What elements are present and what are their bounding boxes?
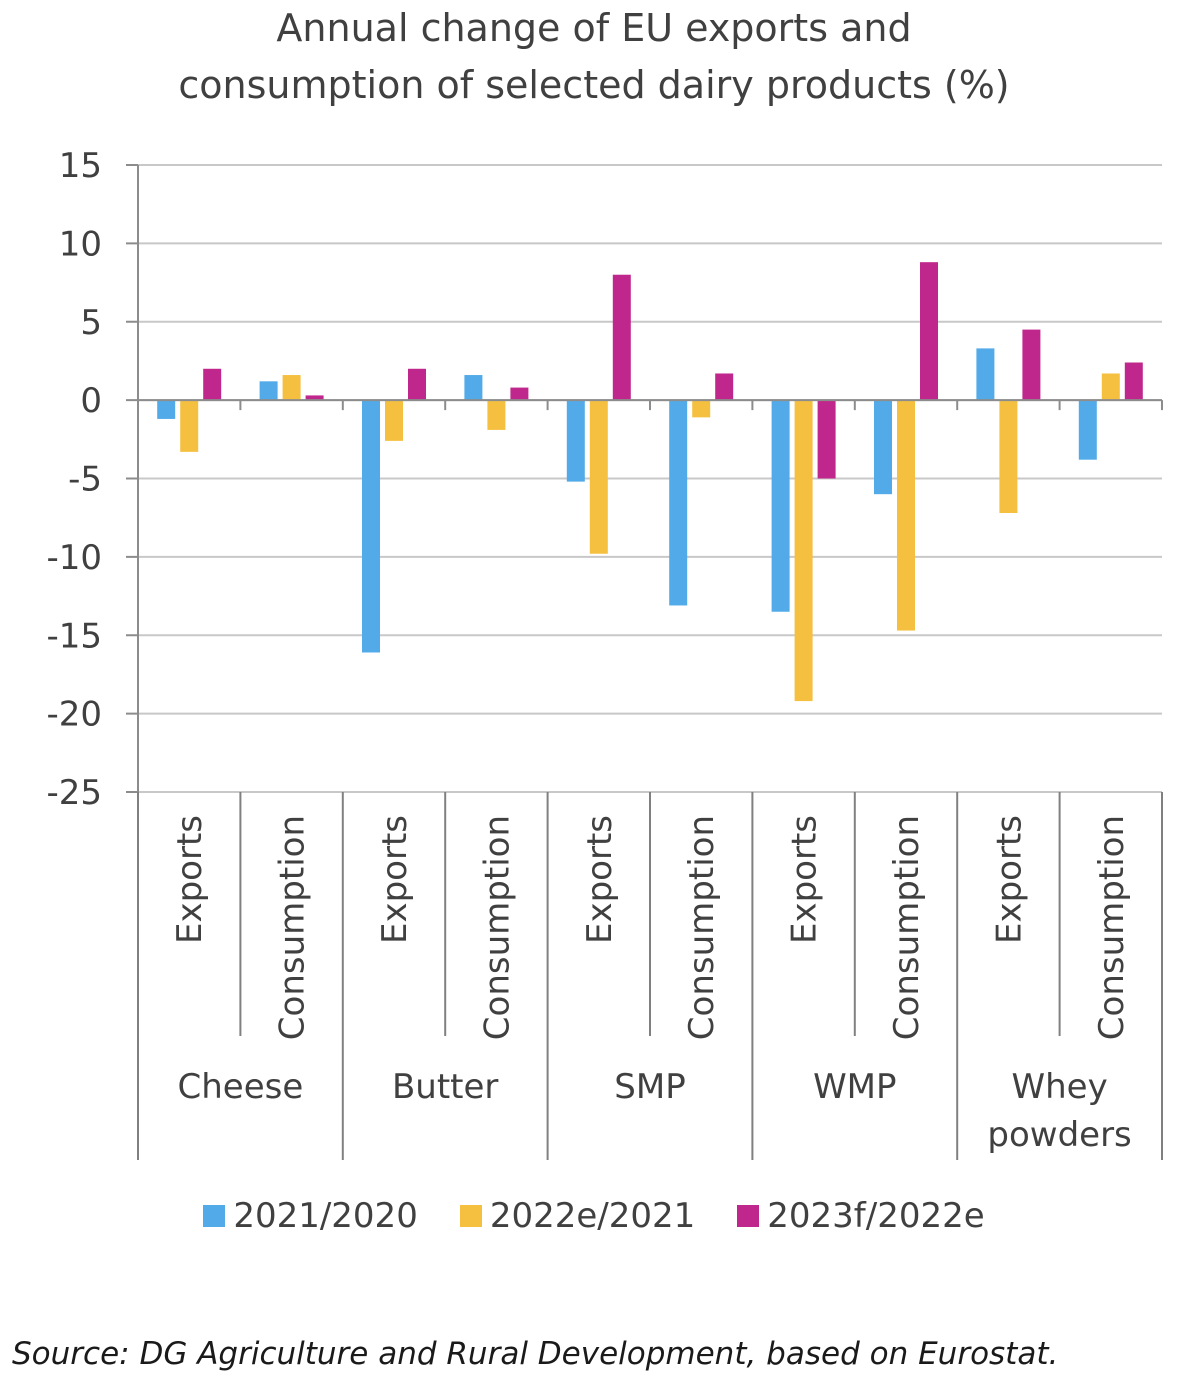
category-label: Exports — [785, 815, 825, 944]
legend-swatch — [737, 1205, 760, 1227]
legend-label: 2022e/2021 — [489, 1196, 696, 1236]
bar-2022e-2021 — [487, 400, 506, 430]
category-label: Exports — [580, 815, 620, 944]
y-tick-label: 10 — [59, 224, 102, 264]
legend-item: 2022e/2021 — [459, 1196, 696, 1236]
bar-2021-2020 — [259, 381, 278, 401]
bar-2022e-2021 — [1101, 373, 1120, 401]
y-tick-label: -5 — [68, 460, 102, 500]
chart-title-line-1: Annual change of EU exports and — [276, 6, 912, 50]
bar-2021-2020 — [1078, 400, 1097, 460]
group-label: SMP — [614, 1067, 685, 1107]
group-label: powders — [987, 1115, 1131, 1155]
bar-2023f-2022e — [612, 274, 631, 401]
legend-item: 2021/2020 — [203, 1196, 418, 1236]
legend-item: 2023f/2022e — [737, 1196, 985, 1236]
bar-2021-2020 — [566, 400, 585, 482]
group-label: Butter — [392, 1067, 498, 1107]
bar-2022e-2021 — [180, 400, 199, 452]
bar-2022e-2021 — [897, 400, 915, 631]
chart-title-line-2: consumption of selected dairy products (… — [178, 63, 1010, 107]
legend-label: 2023f/2022e — [767, 1196, 985, 1236]
category-label: Exports — [170, 815, 210, 944]
bar-2021-2020 — [669, 400, 688, 606]
bar-2023f-2022e — [510, 387, 529, 401]
y-tick-label: -10 — [46, 538, 102, 578]
legend-swatch — [459, 1205, 482, 1227]
bar-2021-2020 — [771, 400, 790, 612]
bar-2023f-2022e — [203, 368, 222, 401]
category-label: Consumption — [887, 815, 927, 1040]
bar-2023f-2022e — [1124, 362, 1143, 401]
bar-2023f-2022e — [305, 395, 324, 401]
y-tick-label: 5 — [80, 303, 102, 343]
category-label: Consumption — [477, 815, 517, 1040]
group-label: WMP — [813, 1067, 896, 1107]
bar-2022e-2021 — [794, 400, 813, 702]
bar-2021-2020 — [362, 400, 380, 653]
category-label: Consumption — [1092, 815, 1132, 1040]
bar-2021-2020 — [976, 348, 995, 401]
y-tick-label: 0 — [80, 381, 102, 421]
bar-2022e-2021 — [589, 400, 608, 554]
y-tick-label: 15 — [59, 146, 102, 186]
y-tick-label: -20 — [46, 695, 102, 735]
group-label: Cheese — [178, 1067, 304, 1107]
bar-2023f-2022e — [920, 262, 938, 401]
chart-title: Annual change of EU exports and consumpt… — [0, 0, 1188, 114]
y-tick-label: -25 — [46, 773, 102, 813]
y-tick-label: -15 — [46, 616, 102, 656]
bar-2023f-2022e — [1022, 329, 1041, 401]
bar-2023f-2022e — [408, 368, 426, 401]
category-label: Consumption — [273, 815, 313, 1040]
category-label: Exports — [375, 815, 415, 944]
bar-2021-2020 — [464, 375, 483, 401]
bar-2021-2020 — [874, 400, 892, 495]
bar-2022e-2021 — [999, 400, 1018, 513]
category-label: Exports — [989, 815, 1029, 944]
bar-2022e-2021 — [282, 375, 301, 401]
source-note: Source: DG Agriculture and Rural Develop… — [12, 1336, 1059, 1372]
category-label: Consumption — [682, 815, 722, 1040]
legend-label: 2021/2020 — [233, 1196, 418, 1236]
group-label: Whey — [1011, 1067, 1107, 1107]
bar-2021-2020 — [157, 400, 176, 419]
bar-2022e-2021 — [385, 400, 403, 441]
chart-area: 15 10 5 0 -5 -10 -15 -20 -25 Exports Consumption Ex… — [46, 146, 1163, 1160]
bar-2023f-2022e — [715, 373, 734, 401]
bar-2022e-2021 — [692, 400, 711, 418]
legend: 2021/2020 2022e/2021 2023f/2022e — [0, 1196, 1188, 1236]
bar-2023f-2022e — [817, 400, 836, 479]
legend-swatch — [203, 1205, 226, 1227]
